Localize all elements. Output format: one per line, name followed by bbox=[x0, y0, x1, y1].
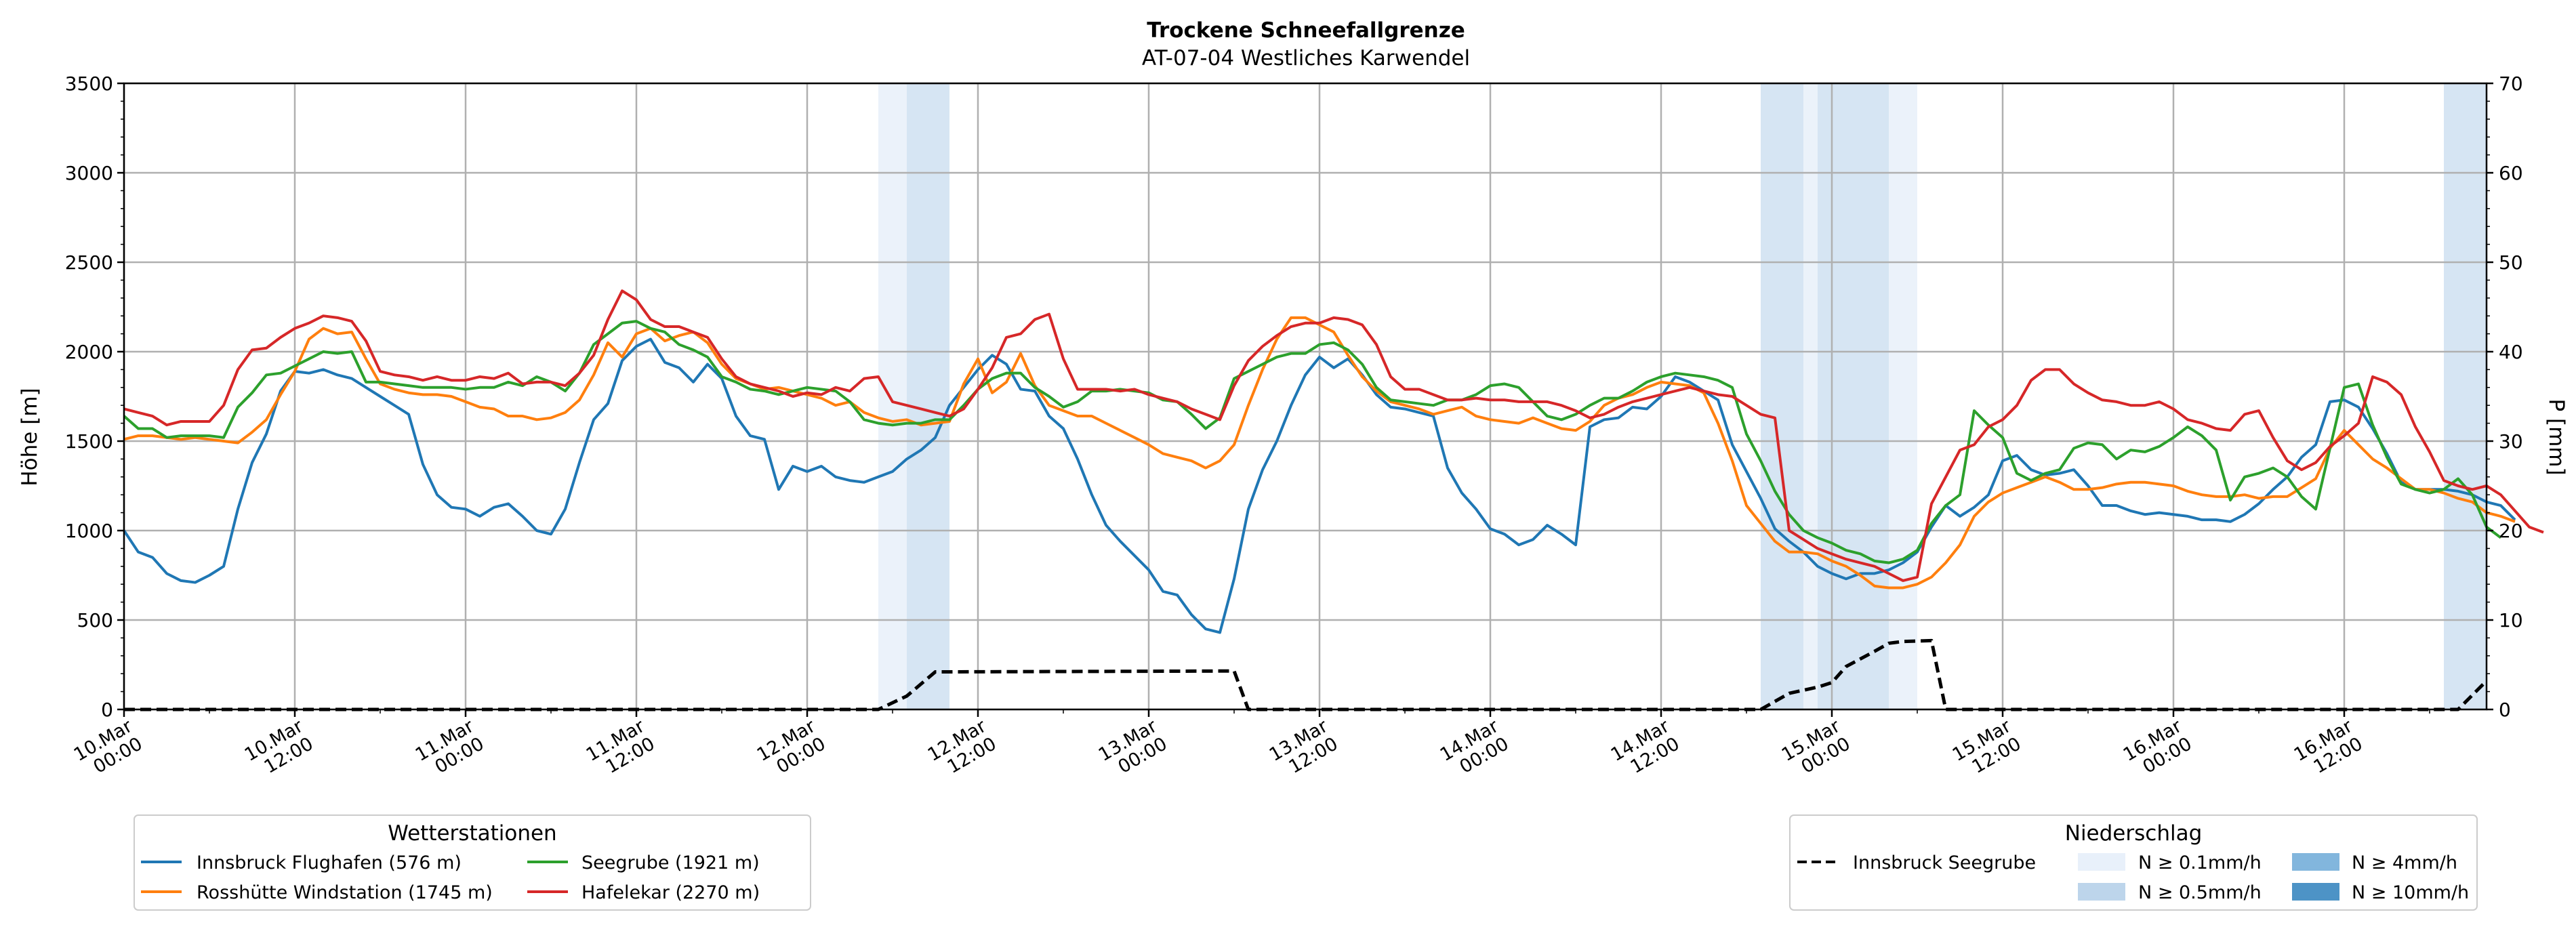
plot-frame bbox=[123, 82, 2488, 711]
legend-swatch-n10 bbox=[2292, 883, 2339, 901]
y-tick-label-left-6: 3000 bbox=[65, 162, 113, 184]
precip-band-5 bbox=[1889, 83, 1917, 709]
series-line-4 bbox=[124, 638, 2488, 711]
y-tick-label-right-3: 30 bbox=[2499, 430, 2523, 453]
legend-label-n10: N ≥ 10mm/h bbox=[2352, 882, 2469, 903]
series-line-1 bbox=[123, 316, 2516, 590]
precip-band-1 bbox=[907, 83, 949, 709]
y-axis-left-label: Höhe [m] bbox=[18, 388, 42, 486]
y-tick-label-right-6: 60 bbox=[2499, 162, 2523, 184]
legend-label-flughafen: Innsbruck Flughafen (576 m) bbox=[197, 852, 462, 873]
y-tick-label-right-5: 50 bbox=[2499, 251, 2523, 274]
legend-label-n01: N ≥ 0.1mm/h bbox=[2138, 852, 2262, 873]
y-tick-label-left-4: 2000 bbox=[65, 341, 113, 363]
chart-subtitle: AT-07-04 Westliches Karwendel bbox=[1142, 46, 1470, 70]
legend-precip-title: Niederschlag bbox=[2065, 821, 2203, 846]
precip-band-6 bbox=[2444, 83, 2487, 709]
y-tick-label-left-0: 0 bbox=[101, 699, 113, 721]
y-tick-label-left-7: 3500 bbox=[65, 73, 113, 95]
legend-stations-title: Wetterstationen bbox=[388, 821, 556, 846]
series-line-3 bbox=[123, 289, 2544, 582]
y-tick-label-right-7: 70 bbox=[2499, 73, 2523, 95]
y-tick-label-left-1: 500 bbox=[77, 609, 113, 632]
legend-swatch-n4 bbox=[2292, 853, 2339, 871]
y-axis-right-label: P [mm] bbox=[2544, 398, 2569, 475]
legend-stations: Wetterstationen Innsbruck Flughafen (576… bbox=[134, 814, 811, 911]
legend-label-n05: N ≥ 0.5mm/h bbox=[2138, 882, 2262, 903]
legend-stations-frame bbox=[134, 814, 811, 911]
y-tick-label-left-3: 1500 bbox=[65, 430, 113, 453]
legend-label-hafelekar: Hafelekar (2270 m) bbox=[581, 882, 760, 903]
precip-band-0 bbox=[878, 83, 907, 709]
series-line-2 bbox=[123, 320, 2502, 564]
y-tick-label-left-5: 2500 bbox=[65, 251, 113, 274]
chart-title: Trockene Schneefallgrenze bbox=[1147, 18, 1465, 43]
axes: 0 500 1000 1500 2000 2500 3000 3500 0 10 20 30 40 50 6… bbox=[65, 73, 2523, 778]
precip-band-3 bbox=[1803, 83, 1818, 709]
legend-swatch-n05 bbox=[2078, 883, 2125, 901]
y-tick-label-right-4: 40 bbox=[2499, 341, 2523, 363]
legend-swatch-n01 bbox=[2078, 853, 2125, 871]
y-tick-label-right-2: 20 bbox=[2499, 520, 2523, 542]
series-lines bbox=[123, 289, 2544, 711]
precip-band-2 bbox=[1761, 83, 1803, 709]
legend-label-rosshuette: Rosshütte Windstation (1745 m) bbox=[197, 882, 493, 903]
precip-band-4 bbox=[1818, 83, 1889, 709]
legend-precip: Niederschlag Innsbruck Seegrube N ≥ 0.1m… bbox=[1789, 814, 2478, 911]
y-tick-label-right-1: 10 bbox=[2499, 609, 2523, 632]
legend-label-seegrube: Seegrube (1921 m) bbox=[581, 852, 760, 873]
legend-label-n4: N ≥ 4mm/h bbox=[2352, 852, 2457, 873]
legend-label-precip-line: Innsbruck Seegrube bbox=[1853, 852, 2036, 873]
series-line-0 bbox=[123, 337, 2516, 634]
y-tick-label-right-0: 0 bbox=[2499, 699, 2511, 721]
y-tick-label-left-2: 1000 bbox=[65, 520, 113, 542]
